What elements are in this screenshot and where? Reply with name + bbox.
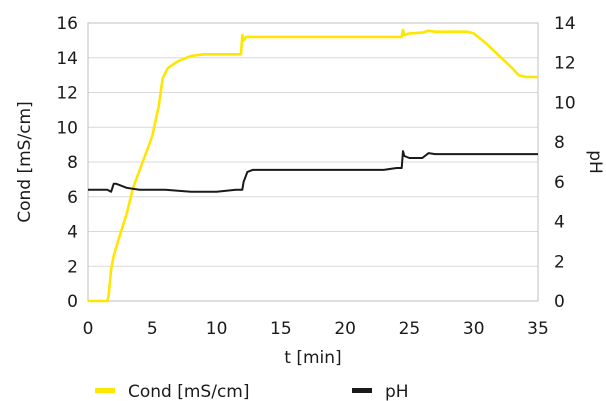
x-tick-label: 5 bbox=[147, 319, 158, 339]
x-tick-label: 20 bbox=[334, 319, 356, 339]
y-tick-label: 16 bbox=[56, 14, 78, 34]
x-axis-title: t [min] bbox=[284, 348, 341, 368]
y2-tick-label: 0 bbox=[554, 292, 565, 312]
legend-label: pH bbox=[385, 382, 409, 401]
y2-tick-label: 14 bbox=[554, 14, 576, 34]
y2-tick-label: 4 bbox=[554, 213, 565, 233]
y-tick-label: 10 bbox=[56, 118, 78, 138]
legend-swatch bbox=[352, 388, 372, 393]
y2-tick-label: 8 bbox=[554, 133, 565, 153]
x-tick-label: 15 bbox=[270, 319, 292, 339]
y2-tick-label: 6 bbox=[554, 173, 565, 193]
legend-label: Cond [mS/cm] bbox=[128, 382, 250, 401]
y2-axis-title: pH bbox=[585, 150, 605, 174]
series-layer bbox=[88, 28, 538, 303]
legend-swatch bbox=[95, 388, 115, 393]
y-tick-label: 0 bbox=[67, 292, 78, 312]
series-line-cond bbox=[88, 28, 538, 303]
x-tick-label: 0 bbox=[83, 319, 94, 339]
x-tick-label: 30 bbox=[463, 319, 485, 339]
y-tick-labels: 0 2 4 6 8 10 12 14 16 bbox=[56, 14, 78, 312]
y-tick-label: 2 bbox=[67, 257, 78, 277]
y-tick-label: 12 bbox=[56, 84, 78, 104]
y2-tick-label: 10 bbox=[554, 93, 576, 113]
y2-tick-labels: 0 2 4 6 8 10 12 14 bbox=[554, 14, 576, 312]
x-tick-labels: 0 5 10 15 20 25 30 35 bbox=[83, 319, 549, 339]
x-tick-label: 25 bbox=[399, 319, 421, 339]
plot-frame bbox=[87, 22, 539, 302]
x-tick-label: 10 bbox=[206, 319, 228, 339]
grid-lines bbox=[88, 22, 538, 302]
y-tick-label: 14 bbox=[56, 49, 78, 69]
y2-tick-label: 2 bbox=[554, 252, 565, 272]
x-tick-label: 35 bbox=[527, 319, 549, 339]
y-tick-label: 8 bbox=[67, 153, 78, 173]
y-tick-label: 4 bbox=[67, 223, 78, 243]
legend: Cond [mS/cm] pH bbox=[95, 382, 409, 401]
y2-tick-label: 12 bbox=[554, 54, 576, 74]
y-tick-label: 6 bbox=[67, 188, 78, 208]
y-axis-title: Cond [mS/cm] bbox=[15, 101, 35, 223]
series-line-ph bbox=[88, 150, 538, 193]
